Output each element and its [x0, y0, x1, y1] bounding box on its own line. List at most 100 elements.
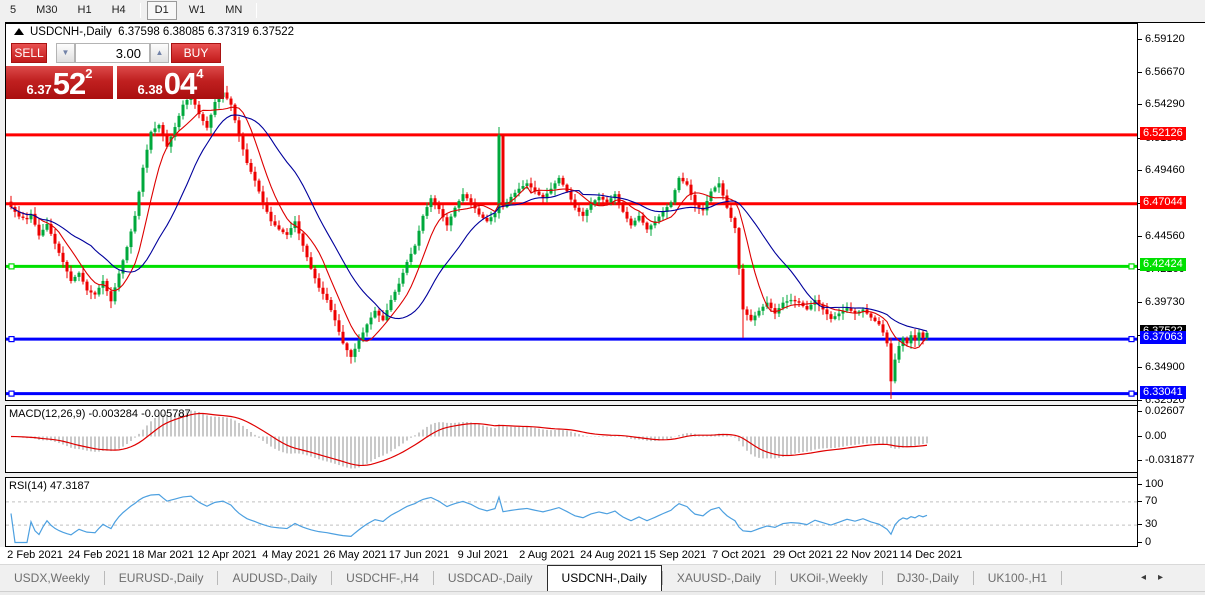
volume-increase-button[interactable]: ▲ — [150, 43, 169, 63]
date-label: 17 Jun 2021 — [388, 549, 450, 561]
date-label: 2 Feb 2021 — [7, 549, 63, 561]
candle-body — [713, 187, 717, 192]
chart-tab-usdcnh-daily[interactable]: USDCNH-,Daily — [546, 565, 662, 591]
candle-body — [773, 308, 777, 314]
candle-body — [793, 299, 797, 302]
axis-tick-mark — [1138, 436, 1142, 437]
sell-price-small: 6.37 — [26, 82, 52, 97]
candle-body — [581, 211, 585, 216]
candle-body — [109, 291, 113, 302]
candle-body — [69, 271, 73, 281]
candle-body — [309, 257, 313, 269]
chart-tab-audusd-daily[interactable]: AUDUSD-,Daily — [232, 571, 318, 585]
buy-price-small: 6.38 — [137, 82, 163, 97]
candle-body — [541, 194, 545, 199]
axis-tick-mark — [1138, 542, 1142, 543]
candle-body — [257, 180, 261, 192]
chart-tab-ukoil-weekly[interactable]: UKOil-,Weekly — [789, 571, 868, 585]
timeframe-button-h4[interactable]: H4 — [111, 4, 126, 16]
macd-panel[interactable]: MACD(12,26,9) -0.003284 -0.005787 — [5, 405, 1138, 473]
buy-button[interactable]: BUY — [171, 43, 221, 63]
hline-handle[interactable] — [8, 390, 15, 397]
candle-body — [445, 217, 449, 226]
tab-separator — [972, 571, 974, 585]
price-axis[interactable]: 6.591206.566706.542906.518406.494606.470… — [1137, 23, 1205, 548]
chart-tab-eurusd-daily[interactable]: EURUSD-,Daily — [118, 571, 204, 585]
candle-body — [601, 196, 605, 200]
candle-body — [589, 203, 593, 210]
sell-button[interactable]: SELL — [11, 43, 47, 63]
hline-price-badge: 6.33041 — [1140, 385, 1186, 399]
price-tick-label: 6.49460 — [1145, 163, 1185, 176]
candle-body — [397, 283, 401, 292]
candle-body — [741, 268, 745, 310]
rsi-panel[interactable]: RSI(14) 47.3187 — [5, 477, 1138, 547]
hline-handle[interactable] — [1128, 335, 1135, 343]
tab-separator — [432, 571, 434, 585]
chart-tab-usdx-weekly[interactable]: USDX,Weekly — [14, 571, 90, 585]
candle-body — [497, 135, 501, 214]
collapse-panel-icon[interactable] — [14, 28, 24, 35]
candle-body — [525, 183, 529, 187]
candle-body — [349, 350, 353, 357]
date-label: 22 Nov 2021 — [835, 549, 899, 561]
timeframe-button-w1[interactable]: W1 — [188, 4, 206, 16]
candle-body — [125, 247, 129, 261]
hline-handle[interactable] — [1128, 263, 1135, 270]
macd-chart — [10, 410, 928, 469]
candle-body — [153, 128, 157, 132]
date-label: 12 Apr 2021 — [197, 549, 257, 561]
volume-input[interactable]: 3.00 — [75, 43, 150, 63]
candle-body — [461, 194, 465, 201]
main-chart-panel[interactable] — [5, 23, 1138, 401]
date-label: 2 Aug 2021 — [519, 549, 575, 561]
macd-axis-label: 0.00 — [1145, 430, 1167, 442]
date-axis[interactable]: 2 Feb 2021 24 Feb 2021 18 Mar 2021 12 Apr 2… — [0, 547, 1205, 564]
candle-body — [21, 216, 25, 218]
candle-body — [437, 203, 441, 210]
volume-decrease-button[interactable]: ▼ — [56, 43, 75, 63]
candle-body — [565, 184, 569, 192]
timeframe-button-mn[interactable]: MN — [225, 4, 243, 16]
up-arrow-icon: ▲ — [155, 48, 164, 57]
ma-slow-line — [10, 114, 928, 332]
hline-handle[interactable] — [8, 335, 15, 343]
tab-scroll-right-icon[interactable]: ▸ — [1157, 572, 1175, 583]
candle-body — [425, 207, 429, 216]
candle-body — [329, 299, 333, 311]
candle-body — [909, 335, 913, 344]
chart-tab-usdcad-daily[interactable]: USDCAD-,Daily — [447, 571, 533, 585]
candle-body — [313, 268, 317, 279]
chart-tab-dj30-daily[interactable]: DJ30-,Daily — [896, 571, 959, 585]
sell-price-big: 52 — [52, 66, 86, 101]
hline-handle[interactable] — [8, 263, 15, 270]
chart-tab-uk100-h1[interactable]: UK100-,H1 — [987, 571, 1048, 585]
tab-scroll-arrows[interactable]: ◂▸ — [1141, 572, 1175, 583]
candle-body — [185, 99, 189, 105]
sell-price-box[interactable]: 6.37 52 2 — [6, 66, 113, 99]
candle-body — [53, 233, 57, 244]
candle-body — [29, 213, 33, 220]
candle-body — [149, 131, 153, 150]
timeframe-button-m30[interactable]: M30 — [36, 4, 58, 16]
chart-tab-xauusd-daily[interactable]: XAUUSD-,Daily — [676, 571, 761, 585]
candle-body — [745, 309, 749, 315]
candle-body — [225, 92, 229, 99]
candle-body — [757, 310, 761, 316]
tab-scroll-left-icon[interactable]: ◂ — [1140, 572, 1158, 583]
timeframe-button-5[interactable]: 5 — [10, 4, 17, 16]
timeframe-button-d1[interactable]: D1 — [146, 1, 177, 20]
candle-body — [141, 167, 145, 192]
candle-body — [297, 221, 301, 234]
date-label: 29 Oct 2021 — [773, 549, 833, 561]
timeframe-button-h1[interactable]: H1 — [77, 4, 92, 16]
candle-body — [421, 215, 425, 231]
candle-body — [873, 317, 877, 321]
candle-body — [689, 184, 693, 195]
candle-body — [249, 162, 253, 172]
candle-body — [609, 198, 613, 203]
buy-price-box[interactable]: 6.38 04 4 — [117, 66, 224, 99]
hline-handle[interactable] — [1128, 390, 1135, 397]
candle-body — [265, 202, 269, 212]
chart-tab-usdchf-h4[interactable]: USDCHF-,H4 — [346, 571, 419, 585]
